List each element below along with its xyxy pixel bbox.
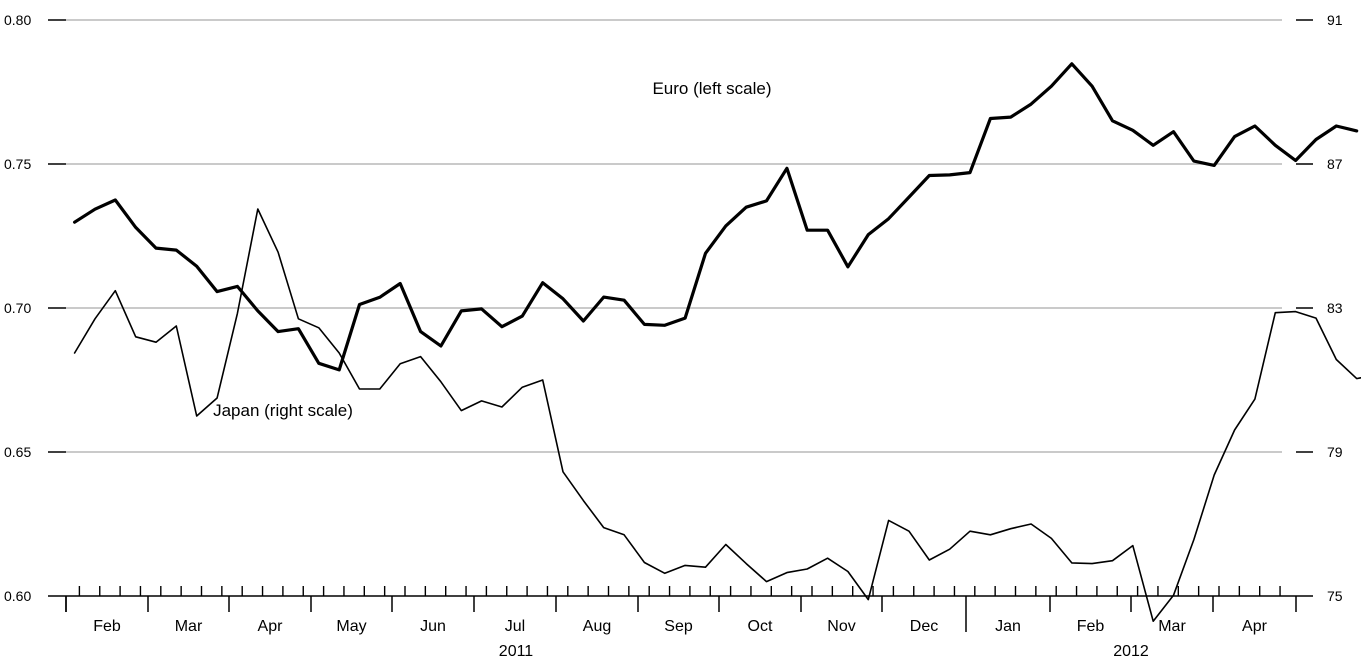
y-left-tick-label: 0.80 bbox=[4, 12, 31, 28]
series-line-japan bbox=[73, 208, 1361, 623]
y-right-tick-label: 83 bbox=[1327, 300, 1343, 316]
x-month-label: Nov bbox=[827, 618, 855, 635]
y-right-tick-label: 87 bbox=[1327, 156, 1343, 172]
x-month-label: Mar bbox=[175, 618, 203, 635]
x-month-label: Dec bbox=[910, 618, 938, 635]
x-month-label: May bbox=[336, 618, 366, 635]
series-line-euro bbox=[72, 62, 1359, 372]
x-month-label: Aug bbox=[583, 618, 611, 635]
y-left-tick-label: 0.75 bbox=[4, 156, 31, 172]
gridlines bbox=[66, 19, 1282, 453]
x-month-label: Mar bbox=[1158, 618, 1186, 635]
axes: 0.60 0.65 0.70 0.75 0.80 75 79 83 87 91 Feb Mar Apr M… bbox=[4, 12, 1343, 660]
x-month-label: Feb bbox=[1077, 618, 1105, 635]
y-left-tick-label: 0.70 bbox=[4, 300, 31, 316]
x-year-label: 2011 bbox=[499, 643, 534, 660]
annotation-euro: Euro (left scale) bbox=[652, 79, 771, 98]
x-month-label: Apr bbox=[258, 618, 284, 635]
y-left-tick-label: 0.65 bbox=[4, 444, 31, 460]
y-right-tick-label: 75 bbox=[1327, 588, 1343, 604]
y-right-tick-label: 91 bbox=[1327, 12, 1343, 28]
x-month-label: Oct bbox=[748, 618, 773, 635]
x-month-label: Feb bbox=[93, 618, 121, 635]
annotation-japan: Japan (right scale) bbox=[213, 401, 353, 420]
x-month-label: Jul bbox=[505, 618, 525, 635]
x-month-label: Jan bbox=[995, 618, 1021, 635]
y-right-tick-label: 79 bbox=[1327, 444, 1343, 460]
x-year-label: 2012 bbox=[1113, 643, 1149, 660]
y-left-tick-label: 0.60 bbox=[4, 588, 31, 604]
x-month-label: Sep bbox=[664, 618, 693, 635]
series-lines bbox=[72, 62, 1361, 623]
x-month-label: Jun bbox=[420, 618, 446, 635]
x-month-label: Apr bbox=[1242, 618, 1268, 635]
